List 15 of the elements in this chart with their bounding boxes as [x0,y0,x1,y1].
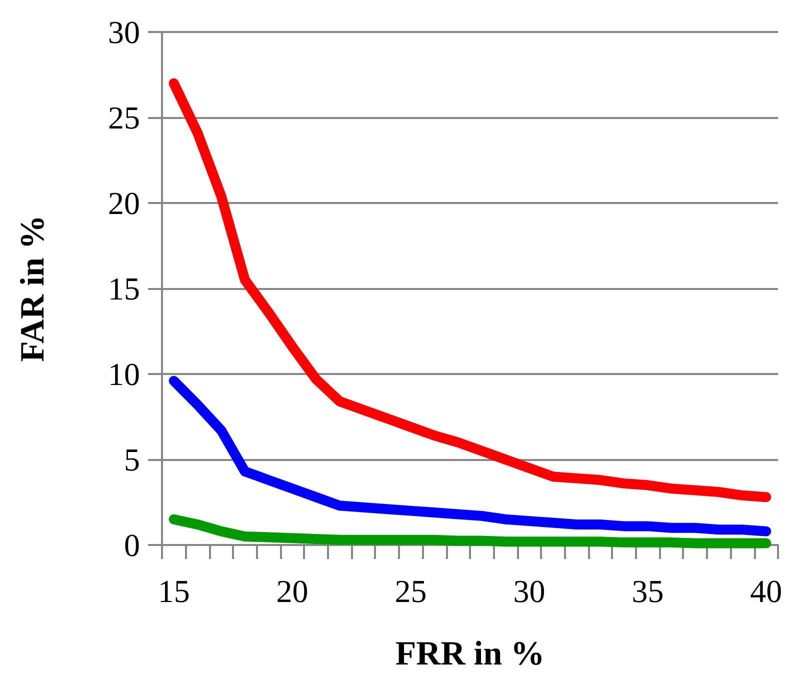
x-tick-label: 25 [394,573,427,609]
y-tick-label: 0 [124,527,140,563]
y-tick-label: 5 [124,442,140,478]
y-tick-label: 10 [108,356,140,392]
x-tick-label: 30 [513,573,546,609]
x-tick-label: 15 [158,573,190,609]
x-tick-label: 40 [750,573,782,609]
y-axis-title: FAR in % [14,215,52,362]
x-tick-label: 20 [276,573,308,609]
y-tick-label: 20 [108,185,140,221]
y-tick-label: 15 [108,270,140,306]
y-tick-label: 30 [108,14,140,50]
y-tick-label: 25 [108,100,140,136]
x-tick-label: 35 [632,573,664,609]
x-axis-title: FRR in % [395,636,545,672]
